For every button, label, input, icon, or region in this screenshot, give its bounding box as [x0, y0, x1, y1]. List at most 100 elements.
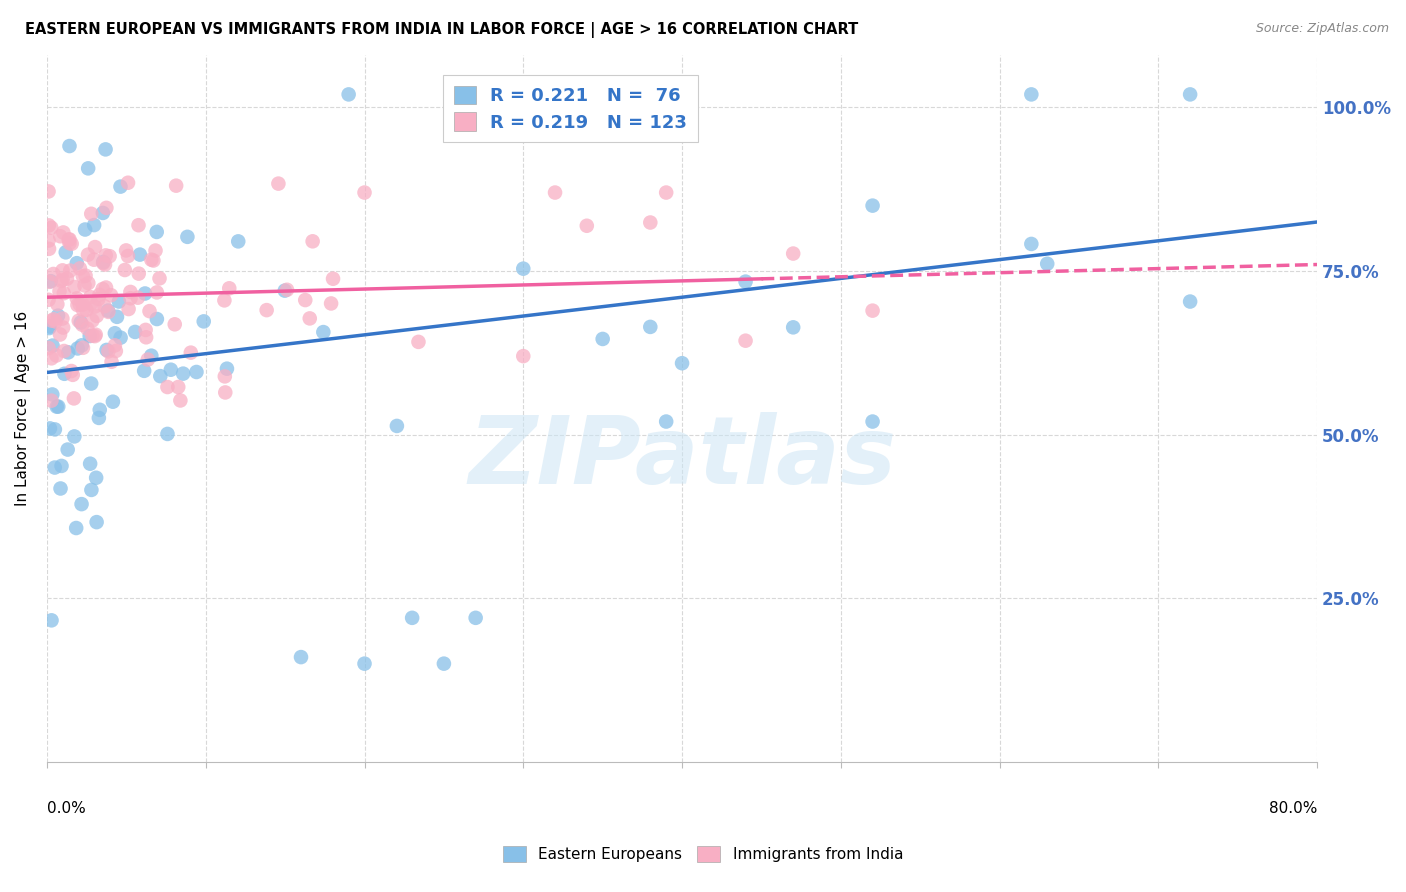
Point [56, 442, 79, 457]
Point [73, 278, 96, 293]
Point [41, 613, 63, 627]
Point [141, 349, 163, 363]
Point [91, 282, 114, 296]
Point [322, 271, 344, 285]
Point [77, 161, 100, 176]
Point [148, 271, 170, 285]
Point [39, 274, 62, 288]
Point [214, 369, 236, 384]
Point [69, 261, 91, 276]
Point [39, 421, 62, 435]
Point [640, 215, 662, 229]
Point [128, 267, 150, 281]
Point [97, 305, 120, 319]
Point [86, 309, 108, 323]
Point [1021, 236, 1043, 251]
Point [66, 342, 89, 356]
Point [91, 206, 114, 220]
Point [45, 315, 67, 329]
Point [274, 284, 297, 298]
Point [80, 207, 103, 221]
Point [337, 87, 360, 102]
Point [45, 400, 67, 414]
Point [72, 269, 94, 284]
Point [94, 280, 117, 294]
Point [186, 365, 208, 379]
Point [298, 311, 321, 326]
Point [1178, 294, 1201, 309]
Point [276, 283, 298, 297]
Point [117, 176, 139, 190]
Point [94, 258, 117, 272]
Point [38, 319, 60, 334]
Point [79, 457, 101, 471]
Point [104, 326, 127, 341]
Point [83, 329, 105, 343]
Point [108, 294, 131, 309]
Point [114, 263, 136, 277]
Point [782, 246, 804, 260]
Point [94, 142, 117, 156]
Point [48, 284, 70, 298]
Point [226, 235, 249, 249]
Point [75, 302, 97, 317]
Point [87, 292, 110, 306]
Point [176, 230, 198, 244]
Point [65, 521, 87, 535]
Point [128, 218, 150, 232]
Point [353, 186, 375, 200]
Point [46, 297, 69, 311]
Point [129, 247, 152, 261]
Point [100, 288, 122, 302]
Point [63, 280, 86, 294]
Point [135, 330, 157, 344]
Point [117, 249, 139, 263]
Point [55, 245, 77, 260]
Point [256, 303, 278, 318]
Point [51, 274, 73, 288]
Point [53, 343, 76, 358]
Point [104, 343, 127, 358]
Point [734, 334, 756, 348]
Point [319, 296, 342, 310]
Point [96, 343, 118, 357]
Point [124, 325, 146, 339]
Point [79, 290, 101, 304]
Point [115, 244, 138, 258]
Point [80, 376, 103, 391]
Point [38, 185, 60, 199]
Point [1178, 87, 1201, 102]
Point [145, 225, 167, 239]
Point [734, 275, 756, 289]
Point [75, 222, 97, 236]
Point [58, 233, 80, 247]
Point [862, 415, 884, 429]
Point [42, 312, 65, 326]
Point [72, 297, 94, 311]
Point [142, 253, 165, 268]
Point [1021, 87, 1043, 102]
Point [215, 361, 238, 376]
Point [104, 338, 127, 352]
Point [312, 325, 335, 339]
Point [44, 460, 66, 475]
Point [41, 393, 63, 408]
Point [655, 415, 678, 429]
Point [89, 402, 111, 417]
Point [44, 422, 66, 436]
Point [145, 244, 167, 258]
Point [110, 179, 132, 194]
Point [408, 334, 430, 349]
Point [41, 313, 63, 327]
Point [93, 299, 115, 313]
Point [52, 286, 75, 301]
Point [156, 426, 179, 441]
Point [82, 313, 104, 327]
Point [101, 394, 124, 409]
Point [83, 252, 105, 267]
Point [70, 338, 93, 352]
Point [149, 369, 172, 384]
Point [66, 298, 89, 312]
Point [75, 268, 97, 283]
Point [49, 229, 72, 244]
